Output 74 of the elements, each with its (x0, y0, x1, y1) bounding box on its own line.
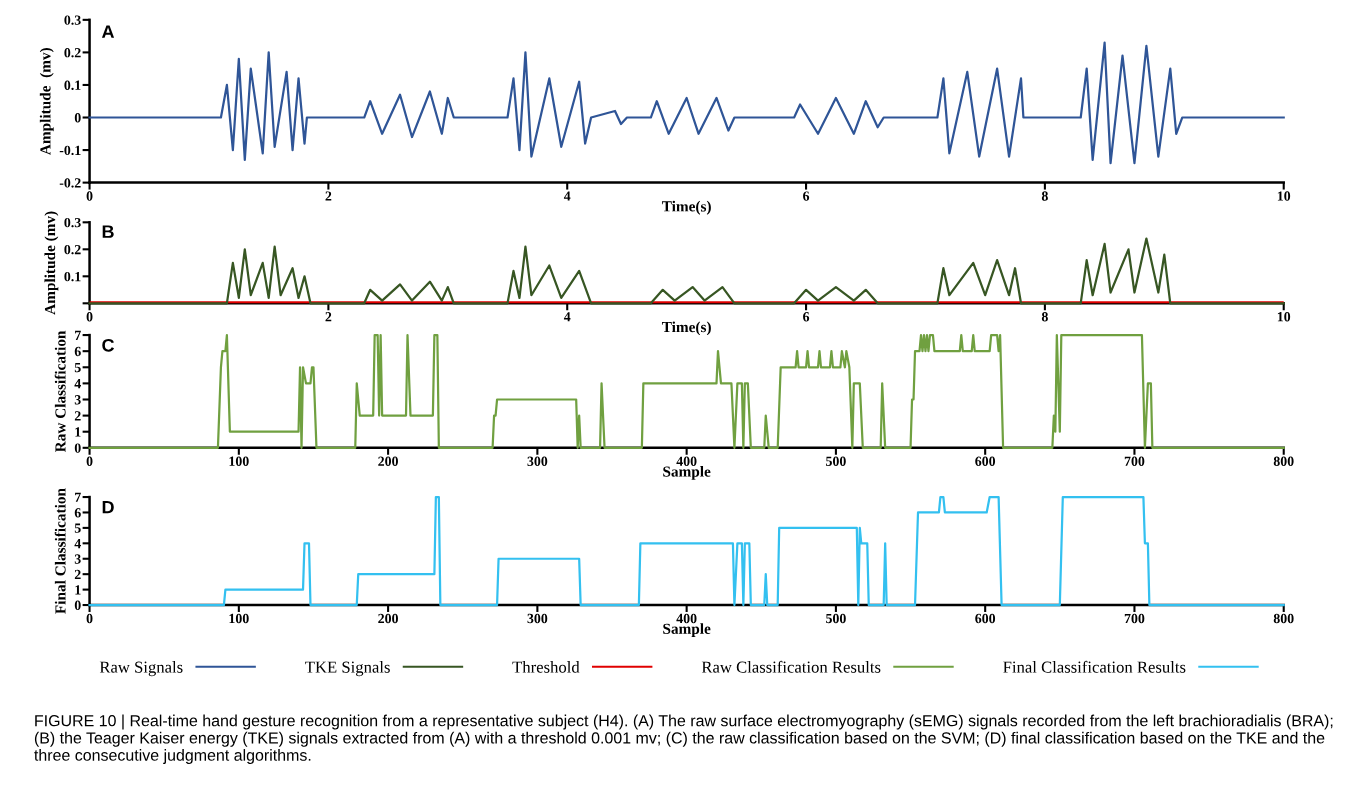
y-tick-label: 4 (74, 379, 81, 389)
x-tick-label: 8 (1041, 191, 1048, 201)
y-tick-label: -0.2 (59, 178, 81, 188)
y-tick-label: 2 (74, 411, 81, 421)
x-tick-label: 100 (229, 613, 249, 624)
x-tick-label: 8 (1041, 312, 1048, 322)
x-tick-label: 10 (1277, 312, 1291, 322)
y-tick-label: 6 (74, 346, 81, 357)
x-tick-label: 0 (86, 312, 93, 322)
x-tick-label: 700 (1124, 613, 1145, 624)
x-tick-label: 2 (325, 191, 332, 201)
y-axis-title: Raw Classification (54, 330, 66, 453)
y-tick-label: -0.1 (59, 145, 81, 156)
y-tick-label: 0 (74, 443, 81, 453)
y-tick-label: 5 (74, 523, 81, 533)
y-tick-label: 1 (75, 427, 81, 437)
y-tick-label: 7 (75, 492, 81, 502)
x-tick-label: 0 (86, 191, 93, 201)
y-tick-label: 4 (74, 539, 81, 549)
x-tick-label: 300 (527, 613, 548, 624)
legend-label: TKE Signals (305, 661, 390, 677)
y-tick-label: 2 (74, 569, 81, 579)
x-tick-label: 300 (527, 456, 548, 466)
x-tick-label: 700 (1124, 456, 1145, 466)
y-tick-label: 3 (74, 554, 81, 564)
x-tick-label: 200 (378, 613, 398, 624)
x-tick-label: 800 (1273, 456, 1294, 466)
y-tick-label: 3 (74, 395, 81, 405)
annotation: B (102, 225, 114, 238)
y-tick-label: 0.1 (64, 80, 81, 90)
x-tick-label: 400 (676, 613, 697, 624)
x-tick-label: 500 (826, 456, 846, 466)
y-tick-label: 0.3 (64, 217, 81, 228)
y-tick-label: 7 (75, 330, 81, 340)
legend-label: Raw Signals (99, 661, 183, 677)
y-axis-title: Amplitude (mv) (39, 48, 54, 155)
x-axis-title: Time(s) (661, 321, 711, 336)
y-axis-title: Amplitude (mv) (44, 211, 59, 315)
x-tick-label: 200 (378, 456, 398, 466)
y-tick-label: 0 (74, 600, 81, 610)
legend-label: Raw Classification Results (701, 660, 881, 673)
x-tick-label: 800 (1273, 613, 1294, 624)
x-tick-label: 10 (1277, 191, 1291, 201)
legend-label: Final Classification Results (1003, 660, 1186, 673)
x-tick-label: 4 (563, 191, 571, 201)
y-tick-label: 6 (74, 508, 81, 518)
y-tick-label: 0 (74, 113, 81, 123)
x-tick-label: 6 (803, 312, 810, 322)
y-tick-label: 5 (74, 363, 81, 373)
y-tick-label: 1 (75, 585, 81, 595)
caption: FIGURE 10 | Real-time hand gesture recognition from a representative subject (H4). (A) The raw surface electromyography (sEMG) signals recorded from the left brachioradialis (BRA); (B) the Teager Kaiser energy (TKE) signals extracted from (A) with a threshold 0.001 mv; (C) the raw classification based on the SVM; (D) final classification based on the TKE and the three consecutive judgment algorithms. (34, 714, 1333, 764)
x-axis-title: Sample (663, 465, 711, 480)
x-tick-label: 0 (86, 613, 93, 624)
x-tick-label: 0 (86, 456, 93, 466)
x-tick-label: 2 (325, 312, 332, 322)
y-tick-label: 0.2 (64, 244, 81, 255)
x-tick-label: 500 (826, 613, 846, 624)
legend-label: Threshold (512, 661, 580, 673)
y-axis-title: Final Classification (54, 488, 66, 614)
y-tick-label: 0.2 (64, 47, 81, 58)
annotation: C (102, 338, 115, 352)
x-tick-label: 6 (803, 191, 810, 201)
annotation: D (102, 500, 114, 514)
x-tick-label: 4 (563, 312, 571, 322)
line-series (88, 41, 1285, 165)
x-tick-label: 400 (676, 456, 697, 466)
x-tick-label: 100 (229, 456, 249, 466)
annotation: A (101, 25, 115, 38)
x-axis-title: Time(s) (661, 200, 711, 215)
x-tick-label: 600 (975, 613, 996, 624)
y-tick-label: 0.3 (64, 15, 81, 25)
x-tick-label: 600 (975, 456, 996, 466)
x-axis-title: Sample (663, 623, 711, 638)
y-tick-label: 0.1 (64, 271, 81, 282)
